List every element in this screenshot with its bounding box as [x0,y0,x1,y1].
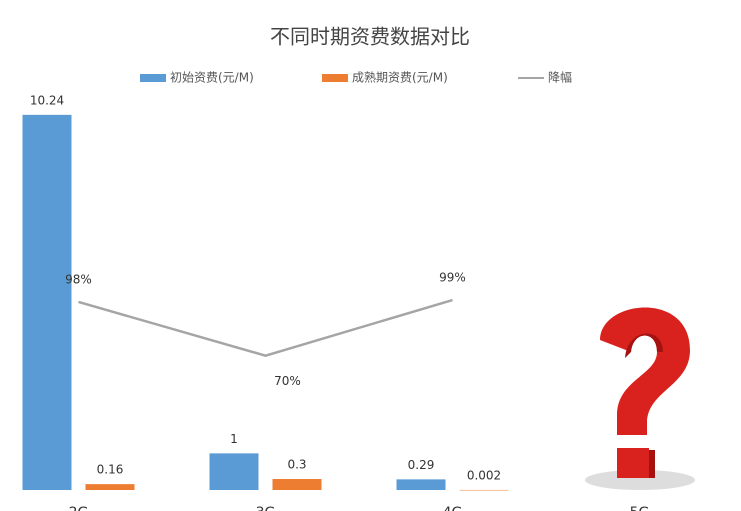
question-mark [585,307,695,490]
data-label: 99% [439,271,466,285]
data-label: 98% [65,272,92,286]
data-label: 0.16 [97,463,124,477]
line [78,298,453,357]
legend-swatch [140,74,166,82]
x-tick-label: 4G [443,505,463,511]
x-tick-label: 5G [630,505,650,511]
data-label: 10.24 [30,93,64,107]
data-label: 0.002 [467,468,501,482]
data-label: 1 [230,432,238,446]
x-tick-label: 3G [256,505,276,511]
legend-label: 成熟期资费(元/M) [352,70,448,85]
bar [396,479,446,490]
legend-swatch [322,74,348,82]
bar [85,484,135,490]
data-label: 0.3 [287,458,306,472]
x-tick-label: 2G [69,505,89,511]
legend-label: 初始资费(元/M) [170,71,254,85]
data-label: 70% [274,374,301,388]
chart-title: 不同时期资费数据对比 [270,25,470,49]
legend-label: 降幅 [548,70,572,85]
data-label: 0.29 [408,458,435,472]
bar [272,479,322,490]
bar [22,114,72,491]
bar [459,489,509,491]
bar [209,453,259,490]
